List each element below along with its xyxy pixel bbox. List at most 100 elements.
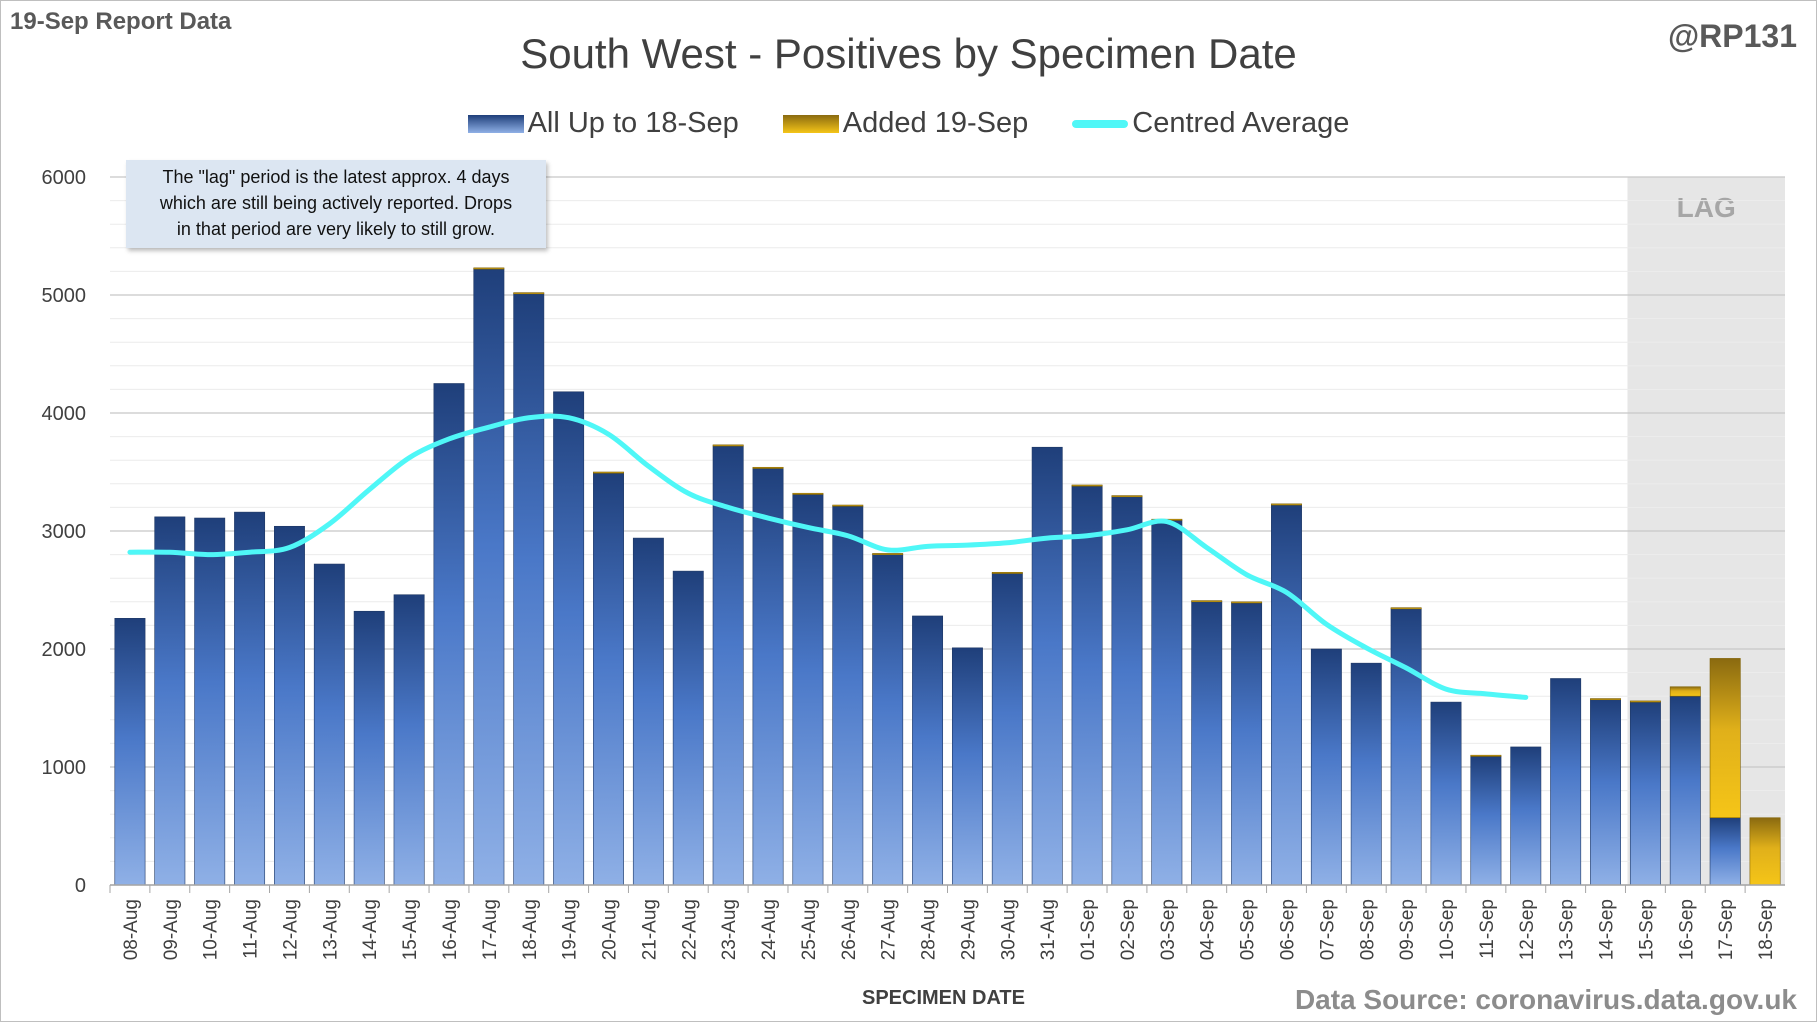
- x-tick-label: 01-Sep: [1078, 899, 1099, 960]
- x-tick-label: 17-Aug: [480, 899, 501, 960]
- bar-added: [473, 267, 505, 270]
- x-tick-label: 29-Aug: [958, 899, 979, 960]
- x-tick-label: 08-Aug: [121, 899, 142, 960]
- lag-region-label: LAG: [1677, 192, 1736, 223]
- bar-all-up-to: [632, 537, 664, 886]
- y-tick-label: 4000: [42, 403, 87, 425]
- x-tick-label: 23-Aug: [719, 899, 740, 960]
- x-axis-title: SPECIMEN DATE: [862, 987, 1025, 1009]
- bars: [114, 267, 1781, 886]
- lag-note-line: The "lag" period is the latest approx. 4…: [162, 167, 510, 187]
- bar-all-up-to: [1350, 662, 1382, 886]
- bar-all-up-to: [1271, 504, 1302, 886]
- bar-all-up-to: [1071, 485, 1103, 886]
- x-tick-label: 27-Aug: [879, 899, 900, 960]
- x-tick-label: 10-Aug: [201, 899, 222, 960]
- x-tick-label: 15-Sep: [1636, 899, 1657, 960]
- x-tick-label: 04-Sep: [1198, 899, 1219, 960]
- bar-all-up-to: [792, 494, 824, 886]
- bar-added: [832, 504, 864, 507]
- legend-item-average: Centred Average: [1072, 107, 1349, 140]
- bar-all-up-to: [991, 573, 1023, 886]
- bar-added: [1390, 607, 1422, 610]
- data-source: Data Source: coronavirus.data.gov.uk: [1294, 984, 1797, 1015]
- bar-all-up-to: [1031, 446, 1063, 886]
- bar-all-up-to: [712, 445, 744, 886]
- legend-swatch-line: [1072, 120, 1129, 129]
- legend-swatch-blue: [467, 115, 524, 134]
- y-tick-label: 0: [75, 875, 86, 897]
- bar-all-up-to: [1550, 678, 1582, 886]
- x-tick-label: 28-Aug: [919, 899, 940, 960]
- bar-all-up-to: [1231, 602, 1263, 886]
- bar-all-up-to: [234, 511, 266, 886]
- x-tick-label: 11-Sep: [1477, 899, 1498, 959]
- bar-all-up-to: [951, 647, 983, 886]
- legend-label: Centred Average: [1132, 106, 1350, 139]
- chart-title: South West - Positives by Specimen Date: [520, 30, 1297, 77]
- x-tick-label: 02-Sep: [1118, 899, 1139, 960]
- author-handle: @RP131: [1667, 18, 1797, 54]
- bar-added: [1470, 754, 1502, 757]
- x-tick-label: 15-Aug: [400, 899, 421, 960]
- y-tick-label: 6000: [42, 167, 87, 189]
- bar-added: [593, 471, 624, 474]
- lag-note-line: which are still being actively reported.…: [159, 193, 513, 213]
- y-tick-label: 3000: [42, 521, 87, 543]
- lag-note-line: in that period are very likely to still …: [176, 219, 496, 239]
- y-tick-label: 1000: [42, 757, 87, 779]
- bar-all-up-to: [593, 472, 624, 886]
- bar-all-up-to: [553, 391, 585, 886]
- bar-added: [872, 553, 904, 555]
- x-tick-label: 19-Aug: [560, 899, 581, 960]
- x-tick-label: 30-Aug: [998, 899, 1019, 960]
- legend-item-added: Added 19-Sep: [782, 106, 1029, 140]
- x-tick-label: 05-Sep: [1238, 899, 1259, 960]
- bar-all-up-to: [313, 563, 345, 886]
- x-tick-label: 13-Aug: [320, 899, 341, 960]
- x-tick-label: 09-Sep: [1397, 899, 1418, 960]
- bar-all-up-to: [194, 517, 226, 886]
- x-tick-label: 16-Sep: [1676, 899, 1697, 960]
- average-line-group: [127, 413, 1529, 700]
- x-tick-label: 12-Sep: [1517, 899, 1538, 960]
- bar-added: [991, 571, 1023, 574]
- bar-all-up-to: [872, 554, 904, 886]
- bar-all-up-to: [1590, 699, 1621, 886]
- legend-label: Added 19-Sep: [842, 106, 1029, 139]
- bar-all-up-to: [393, 594, 425, 886]
- bar-all-up-to: [1709, 817, 1741, 886]
- bar-added: [1709, 658, 1741, 819]
- bar-all-up-to: [1669, 695, 1701, 886]
- bar-all-up-to: [1470, 756, 1502, 886]
- x-tick-label: 10-Sep: [1437, 899, 1458, 960]
- bar-added: [1231, 601, 1263, 604]
- bar-all-up-to: [353, 610, 385, 886]
- x-tick-label: 08-Sep: [1357, 899, 1378, 960]
- bar-added: [1669, 686, 1701, 697]
- x-tick-label: 09-Aug: [161, 899, 182, 960]
- bar-all-up-to: [672, 570, 704, 886]
- bar-all-up-to: [154, 516, 186, 886]
- bar-all-up-to: [1390, 608, 1422, 886]
- x-tick-label: 18-Aug: [520, 899, 541, 960]
- x-tick-label: 17-Sep: [1716, 899, 1737, 960]
- legend-label: All Up to 18-Sep: [527, 106, 739, 139]
- bar-all-up-to: [433, 383, 465, 886]
- x-tick-label: 11-Aug: [241, 899, 262, 959]
- bar-added: [1111, 495, 1143, 498]
- x-tick-label: 22-Aug: [679, 899, 700, 960]
- bar-all-up-to: [1111, 496, 1143, 886]
- bar-all-up-to: [1191, 601, 1223, 886]
- axes: 0 1000 2000 3000 4000 5000 6000 08-Aug 09-Aug 10-…: [42, 167, 1785, 1009]
- bar-all-up-to: [1151, 520, 1183, 886]
- bar-all-up-to: [274, 525, 305, 886]
- bar-added: [1590, 698, 1621, 701]
- bar-added: [1629, 700, 1661, 703]
- bar-added: [1191, 600, 1223, 603]
- y-tick-label: 5000: [42, 285, 87, 307]
- chart-legend: All Up to 18-Sep Added 19-Sep Centred Av…: [0, 106, 1817, 140]
- report-date-label: 19-Sep Report Data: [10, 8, 232, 35]
- x-tick-label: 16-Aug: [440, 899, 461, 960]
